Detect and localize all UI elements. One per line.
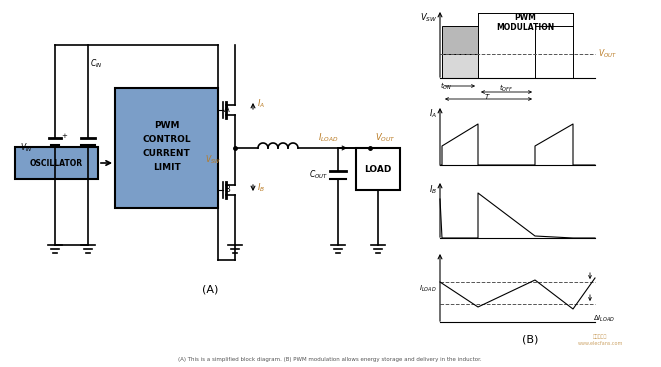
Text: B: B: [224, 185, 230, 195]
Text: (B): (B): [522, 335, 538, 345]
Text: $I_A$: $I_A$: [429, 108, 437, 120]
Text: −: −: [61, 144, 67, 150]
Text: $I_B$: $I_B$: [257, 182, 265, 194]
Text: PWM
MODULATION: PWM MODULATION: [496, 13, 555, 32]
Text: $V_{IN}$: $V_{IN}$: [20, 142, 33, 154]
Text: $I_{LOAD}$: $I_{LOAD}$: [420, 284, 437, 294]
Text: CURRENT: CURRENT: [143, 149, 190, 159]
Text: $\Delta I_{LOAD}$: $\Delta I_{LOAD}$: [593, 314, 615, 324]
Bar: [442, 26, 478, 78]
Text: $t_{ON}$: $t_{ON}$: [440, 80, 452, 92]
Text: $V_{SW}$: $V_{SW}$: [420, 12, 437, 25]
Text: A: A: [224, 105, 230, 115]
Text: +: +: [61, 133, 67, 139]
Text: $I_B$: $I_B$: [429, 183, 437, 196]
Bar: [356, 148, 400, 190]
Bar: [115, 88, 218, 208]
Text: LIMIT: LIMIT: [153, 164, 180, 172]
Text: $I_{LOAD}$: $I_{LOAD}$: [318, 132, 338, 144]
Text: CONTROL: CONTROL: [142, 135, 191, 145]
Text: $C_{IN}$: $C_{IN}$: [90, 57, 102, 69]
Text: $V_{OUT}$: $V_{OUT}$: [375, 132, 395, 144]
Text: $I_A$: $I_A$: [257, 98, 265, 110]
Text: $T$: $T$: [484, 92, 491, 101]
Text: PWM: PWM: [154, 121, 179, 131]
Text: (A): (A): [202, 285, 218, 295]
Text: $V_{SW}$: $V_{SW}$: [205, 154, 221, 166]
Text: LOAD: LOAD: [364, 164, 392, 174]
Bar: [442, 54, 478, 78]
Text: 電子發燒友
www.elecfans.com: 電子發燒友 www.elecfans.com: [577, 334, 623, 346]
Text: OSCILLATOR: OSCILLATOR: [30, 159, 83, 167]
Text: $t_{OFF}$: $t_{OFF}$: [499, 83, 514, 94]
Text: $V_{OUT}$: $V_{OUT}$: [598, 48, 617, 60]
Bar: [535, 26, 573, 78]
Bar: [15, 147, 98, 179]
Text: (A) This is a simplified block diagram. (B) PWM modulation allows energy storage: (A) This is a simplified block diagram. …: [178, 357, 482, 363]
Text: $C_{OUT}$: $C_{OUT}$: [309, 169, 328, 181]
